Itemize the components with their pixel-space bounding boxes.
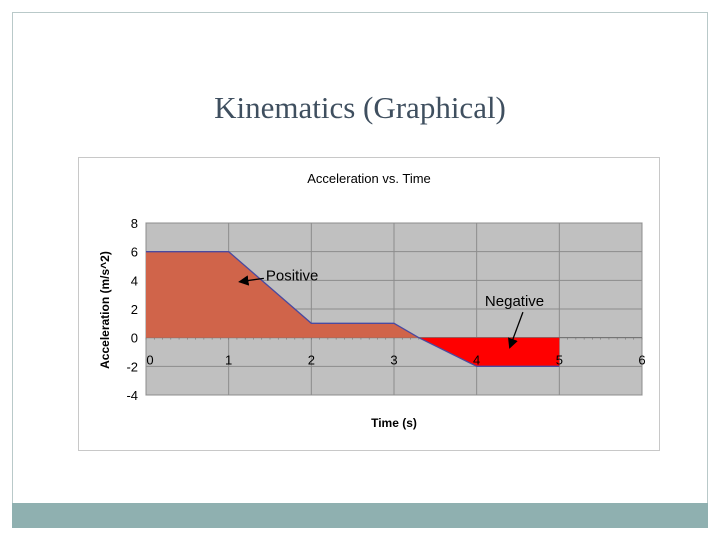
annotation-arrow	[508, 311, 524, 349]
x-tick-label: 1	[225, 353, 232, 368]
y-tick-label: 2	[131, 302, 138, 317]
x-axis-label: Time (s)	[371, 416, 417, 430]
x-tick-label: 6	[638, 353, 645, 368]
y-tick-label: -2	[126, 359, 138, 374]
annotation-label: Positive	[266, 267, 319, 284]
slide-title: Kinematics (Graphical)	[214, 90, 506, 125]
x-tick-label: 0	[146, 353, 153, 368]
x-tick-label: 4	[473, 353, 480, 368]
x-tick-label: 5	[556, 353, 563, 368]
y-tick-label: 4	[131, 273, 138, 288]
y-tick-label: 8	[131, 216, 138, 231]
chart-title: Acceleration vs. Time	[307, 171, 431, 186]
y-tick-label: 0	[131, 331, 138, 346]
slide-footer-band	[12, 503, 708, 528]
annotation-arrow	[238, 275, 264, 286]
positive-area	[146, 251, 419, 338]
y-axis-label: Acceleration (m/s^2)	[98, 251, 112, 369]
negative-area	[418, 337, 560, 367]
x-tick-label: 3	[390, 353, 397, 368]
annotation-label: Negative	[485, 293, 544, 310]
series-line	[146, 251, 560, 367]
y-tick-label: -4	[126, 388, 138, 403]
x-tick-label: 2	[308, 353, 315, 368]
y-tick-label: 6	[131, 245, 138, 260]
